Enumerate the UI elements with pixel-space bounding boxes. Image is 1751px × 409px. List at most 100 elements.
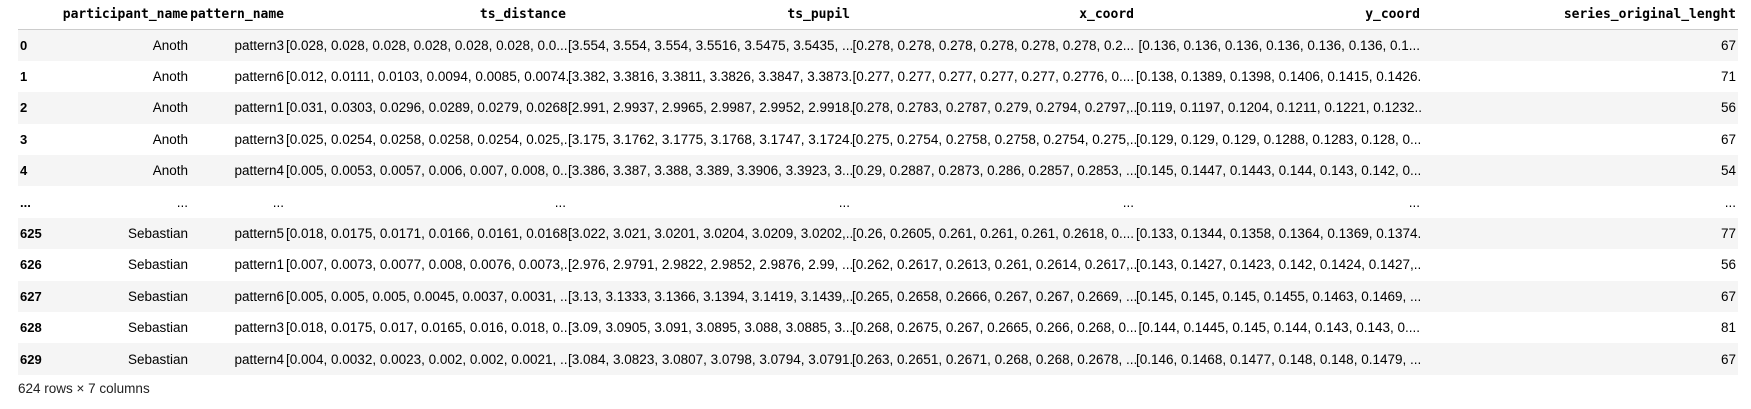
ts-pupil-cell: [3.386, 3.387, 3.388, 3.389, 3.3906, 3.3… xyxy=(568,163,852,179)
row-index: ... xyxy=(20,194,31,210)
x-coord-cell: [0.29, 0.2887, 0.2873, 0.286, 0.2857, 0.… xyxy=(852,163,1136,179)
series-original-lenght-cell: 54 xyxy=(1720,163,1736,179)
index-header xyxy=(18,0,56,30)
ts-pupil-cell: ... xyxy=(838,194,850,210)
ts-distance-cell: [0.004, 0.0032, 0.0023, 0.002, 0.002, 0.… xyxy=(286,351,568,367)
ts-pupil-cell: [3.175, 3.1762, 3.1775, 3.1768, 3.1747, … xyxy=(568,131,852,147)
table-row: 1 Anoth pattern6 [0.012, 0.0111, 0.0103, 0.… xyxy=(18,60,1738,93)
row-column-count: 624 rows × 7 columns xyxy=(18,381,150,396)
column-header-ts-distance: ts_distance xyxy=(286,0,568,30)
series-original-lenght-cell: ... xyxy=(1724,194,1736,210)
dataframe-output: participant_name pattern_name ts_distanc… xyxy=(18,0,1738,375)
row-index: 626 xyxy=(20,257,42,273)
table-row: 0 Anoth pattern3 [0.028, 0.028, 0.028, 0.02… xyxy=(18,29,1738,61)
header-row: participant_name pattern_name ts_distanc… xyxy=(18,0,1738,30)
table-row: 629 Sebastian pattern4 [0.004, 0.0032, 0.00… xyxy=(18,343,1738,375)
series-original-lenght-cell: 67 xyxy=(1720,351,1736,367)
ts-pupil-cell: [3.382, 3.3816, 3.3811, 3.3826, 3.3847, … xyxy=(568,69,852,85)
ts-pupil-cell: [3.022, 3.021, 3.0201, 3.0204, 3.0209, 3… xyxy=(568,226,852,242)
ts-pupil-cell: [3.09, 3.0905, 3.091, 3.0895, 3.088, 3.0… xyxy=(568,320,852,336)
row-index: 4 xyxy=(20,163,28,179)
column-header-ts-pupil: ts_pupil xyxy=(568,0,852,30)
y-coord-cell: [0.119, 0.1197, 0.1204, 0.1211, 0.1221, … xyxy=(1136,100,1422,116)
row-index: 625 xyxy=(20,226,42,242)
table-row: 4 Anoth pattern4 [0.005, 0.0053, 0.0057, 0.… xyxy=(18,155,1738,187)
y-coord-cell: [0.129, 0.129, 0.129, 0.1288, 0.1283, 0.… xyxy=(1136,131,1422,147)
pattern-name-cell: ... xyxy=(272,194,284,210)
column-header-y-coord: y_coord xyxy=(1136,0,1422,30)
x-coord-cell: [0.275, 0.2754, 0.2758, 0.2758, 0.2754, … xyxy=(852,131,1136,147)
pattern-name-cell: pattern5 xyxy=(234,226,284,242)
ts-distance-cell: ... xyxy=(554,194,566,210)
ts-distance-cell: [0.031, 0.0303, 0.0296, 0.0289, 0.0279, … xyxy=(286,100,568,116)
ts-distance-cell: [0.018, 0.0175, 0.017, 0.0165, 0.016, 0.… xyxy=(286,320,568,336)
table-row: ........................ xyxy=(18,186,1738,218)
y-coord-cell: ... xyxy=(1408,194,1420,210)
y-coord-cell: [0.146, 0.1468, 0.1477, 0.148, 0.148, 0.… xyxy=(1136,351,1422,367)
table-row: 627 Sebastian pattern6 [0.005, 0.005, 0.005… xyxy=(18,280,1738,313)
column-header-x-coord: x_coord xyxy=(852,0,1136,30)
participant-name-cell: Sebastian xyxy=(127,257,188,273)
pattern-name-cell: pattern1 xyxy=(234,100,284,116)
row-index: 628 xyxy=(20,320,42,336)
participant-name-cell: Sebastian xyxy=(127,226,188,242)
participant-name-cell: Sebastian xyxy=(127,351,188,367)
ts-distance-cell: [0.007, 0.0073, 0.0077, 0.008, 0.0076, 0… xyxy=(286,257,568,273)
column-header-participant-name: participant_name xyxy=(56,0,190,30)
series-original-lenght-cell: 56 xyxy=(1720,100,1736,116)
row-index: 629 xyxy=(20,351,42,367)
series-original-lenght-cell: 67 xyxy=(1720,288,1736,304)
ts-pupil-cell: [2.991, 2.9937, 2.9965, 2.9987, 2.9952, … xyxy=(568,100,852,116)
participant-name-cell: Anoth xyxy=(152,163,188,179)
x-coord-cell: [0.278, 0.278, 0.278, 0.278, 0.278, 0.27… xyxy=(852,37,1134,53)
row-index: 0 xyxy=(20,37,28,53)
row-index: 2 xyxy=(20,100,28,116)
pattern-name-cell: pattern1 xyxy=(234,257,284,273)
y-coord-cell: [0.145, 0.1447, 0.1443, 0.144, 0.143, 0.… xyxy=(1136,163,1422,179)
column-header-series-original-lenght: series_original_lenght xyxy=(1422,0,1738,30)
ts-distance-cell: [0.025, 0.0254, 0.0258, 0.0258, 0.0254, … xyxy=(286,131,568,147)
x-coord-cell: ... xyxy=(1122,194,1134,210)
participant-name-cell: ... xyxy=(176,194,188,210)
ts-distance-cell: [0.012, 0.0111, 0.0103, 0.0094, 0.0085, … xyxy=(286,69,568,85)
pattern-name-cell: pattern3 xyxy=(234,320,284,336)
table-row: 626 Sebastian pattern1 [0.007, 0.0073, 0.00… xyxy=(18,249,1738,281)
series-original-lenght-cell: 71 xyxy=(1720,69,1736,85)
dataframe-table: participant_name pattern_name ts_distanc… xyxy=(18,0,1738,375)
x-coord-cell: [0.263, 0.2651, 0.2671, 0.268, 0.268, 0.… xyxy=(852,351,1136,367)
y-coord-cell: [0.136, 0.136, 0.136, 0.136, 0.136, 0.13… xyxy=(1138,37,1420,53)
y-coord-cell: [0.144, 0.1445, 0.145, 0.144, 0.143, 0.1… xyxy=(1138,320,1420,336)
participant-name-cell: Anoth xyxy=(152,37,188,53)
x-coord-cell: [0.278, 0.2783, 0.2787, 0.279, 0.2794, 0… xyxy=(852,100,1136,116)
series-original-lenght-cell: 56 xyxy=(1720,257,1736,273)
y-coord-cell: [0.145, 0.145, 0.145, 0.1455, 0.1463, 0.… xyxy=(1136,288,1422,304)
pattern-name-cell: pattern6 xyxy=(234,69,284,85)
series-original-lenght-cell: 81 xyxy=(1720,320,1736,336)
x-coord-cell: [0.265, 0.2658, 0.2666, 0.267, 0.267, 0.… xyxy=(852,288,1136,304)
pattern-name-cell: pattern6 xyxy=(234,288,284,304)
series-original-lenght-cell: 77 xyxy=(1720,226,1736,242)
ts-pupil-cell: [3.554, 3.554, 3.554, 3.5516, 3.5475, 3.… xyxy=(568,37,852,53)
y-coord-cell: [0.143, 0.1427, 0.1423, 0.142, 0.1424, 0… xyxy=(1136,257,1422,273)
table-row: 3 Anoth pattern3 [0.025, 0.0254, 0.0258, 0.… xyxy=(18,123,1738,156)
table-row: 628 Sebastian pattern3 [0.018, 0.0175, 0.01… xyxy=(18,312,1738,344)
participant-name-cell: Anoth xyxy=(152,69,188,85)
row-index: 1 xyxy=(20,69,28,85)
x-coord-cell: [0.26, 0.2605, 0.261, 0.261, 0.261, 0.26… xyxy=(852,226,1134,242)
column-header-pattern-name: pattern_name xyxy=(190,0,286,30)
x-coord-cell: [0.268, 0.2675, 0.267, 0.2665, 0.266, 0.… xyxy=(852,320,1136,336)
table-row: 625 Sebastian pattern5 [0.018, 0.0175, 0.01… xyxy=(18,217,1738,250)
row-index: 3 xyxy=(20,131,28,147)
y-coord-cell: [0.138, 0.1389, 0.1398, 0.1406, 0.1415, … xyxy=(1136,69,1422,85)
ts-distance-cell: [0.005, 0.005, 0.005, 0.0045, 0.0037, 0.… xyxy=(286,288,568,304)
series-original-lenght-cell: 67 xyxy=(1720,37,1736,53)
series-original-lenght-cell: 67 xyxy=(1720,131,1736,147)
ts-pupil-cell: [3.13, 3.1333, 3.1366, 3.1394, 3.1419, 3… xyxy=(568,288,852,304)
participant-name-cell: Anoth xyxy=(152,100,188,116)
pattern-name-cell: pattern4 xyxy=(234,163,284,179)
pattern-name-cell: pattern3 xyxy=(234,37,284,53)
x-coord-cell: [0.262, 0.2617, 0.2613, 0.261, 0.2614, 0… xyxy=(852,257,1136,273)
ts-distance-cell: [0.028, 0.028, 0.028, 0.028, 0.028, 0.02… xyxy=(286,37,568,53)
pattern-name-cell: pattern4 xyxy=(234,351,284,367)
ts-pupil-cell: [2.976, 2.9791, 2.9822, 2.9852, 2.9876, … xyxy=(568,257,852,273)
